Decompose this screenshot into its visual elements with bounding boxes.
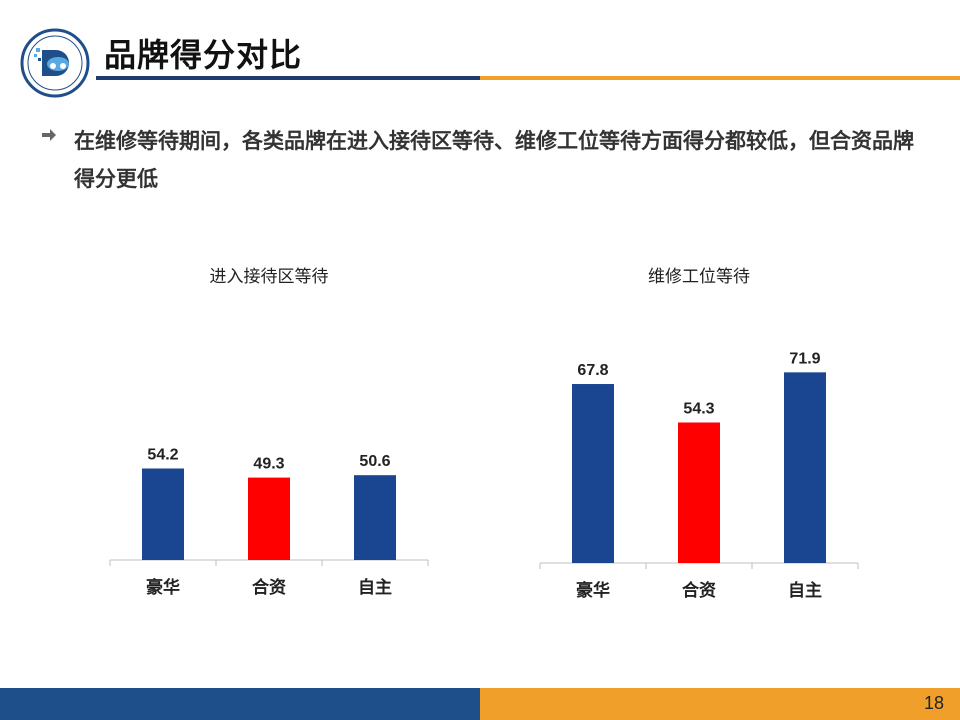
footer-bar-blue xyxy=(0,688,480,720)
reception-value-label-1: 49.3 xyxy=(253,456,284,473)
workstation-category-label-2: 自主 xyxy=(788,580,822,601)
workstation-value-label-0: 67.8 xyxy=(577,362,608,379)
reception-category-label-0: 豪华 xyxy=(146,577,180,598)
workstation-bar-0 xyxy=(572,384,614,563)
slide-title: 品牌得分对比 xyxy=(104,36,303,74)
workstation-bar-1 xyxy=(678,422,720,563)
title-rule-blue xyxy=(96,76,480,80)
workstation-value-label-1: 54.3 xyxy=(683,400,714,417)
page-number: 18 xyxy=(923,693,944,713)
reception-bar-2 xyxy=(354,475,396,560)
reception-bar-0 xyxy=(142,468,184,560)
reception-chart-title: 进入接待区等待 xyxy=(210,267,329,287)
reception-bar-1 xyxy=(248,477,290,560)
workstation-category-label-1: 合资 xyxy=(682,580,716,601)
bullet-text: 在维修等待期间，各类品牌在进入接待区等待、维修工位等待方面得分都较低，但合资品牌… xyxy=(74,129,914,191)
chart-workstation-waiting: 维修工位等待 67.8 豪华 54.3 合资 71.9 自主 xyxy=(539,262,860,612)
reception-category-label-1: 合资 xyxy=(252,577,286,598)
workstation-bar-2 xyxy=(784,372,826,563)
bullet-point: 在维修等待期间，各类品牌在进入接待区等待、维修工位等待方面得分都较低，但合资品牌… xyxy=(40,122,920,198)
title-rule-orange xyxy=(480,76,960,80)
footer-bar-orange xyxy=(480,688,960,720)
reception-value-label-2: 50.6 xyxy=(359,453,390,470)
arrow-right-icon xyxy=(42,129,56,141)
workstation-value-label-2: 71.9 xyxy=(789,350,820,367)
reception-value-label-0: 54.2 xyxy=(147,446,178,463)
chart-reception-waiting: 进入接待区等待 54.2 豪华 49.3 合资 50.6 自主 xyxy=(109,262,430,612)
reception-category-label-2: 自主 xyxy=(358,577,392,598)
workstation-chart-title: 维修工位等待 xyxy=(648,267,750,287)
chart-reception-waiting-svg: 进入接待区等待 54.2 豪华 49.3 合资 50.6 自主 xyxy=(109,267,429,598)
chart-workstation-waiting-svg: 维修工位等待 67.8 豪华 54.3 合资 71.9 自主 xyxy=(539,267,859,601)
workstation-category-label-0: 豪华 xyxy=(576,580,610,601)
organization-logo xyxy=(20,28,90,98)
